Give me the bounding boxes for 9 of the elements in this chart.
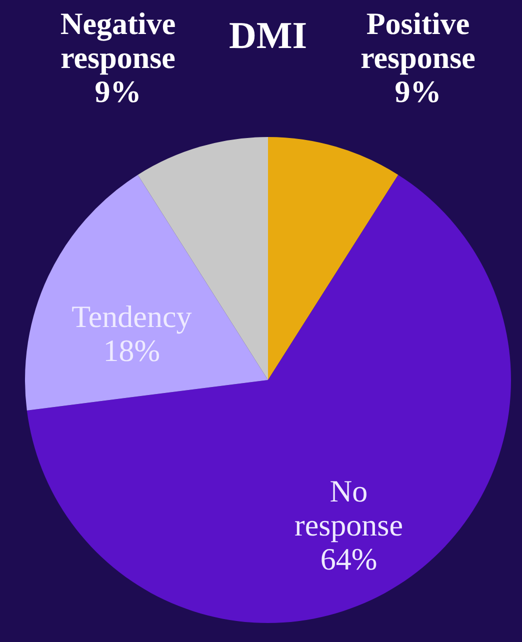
data-label: 18%	[103, 332, 160, 368]
data-label: 9%	[94, 74, 142, 110]
data-label: 64%	[320, 541, 378, 576]
slice-label: Positive response	[360, 6, 476, 76]
chart-title: DMI	[228, 14, 308, 57]
slice-label: Tendency	[72, 298, 192, 334]
slice-label: Negative response	[60, 6, 176, 76]
slice-label: No response	[294, 473, 403, 542]
data-label: 9%	[394, 74, 442, 110]
